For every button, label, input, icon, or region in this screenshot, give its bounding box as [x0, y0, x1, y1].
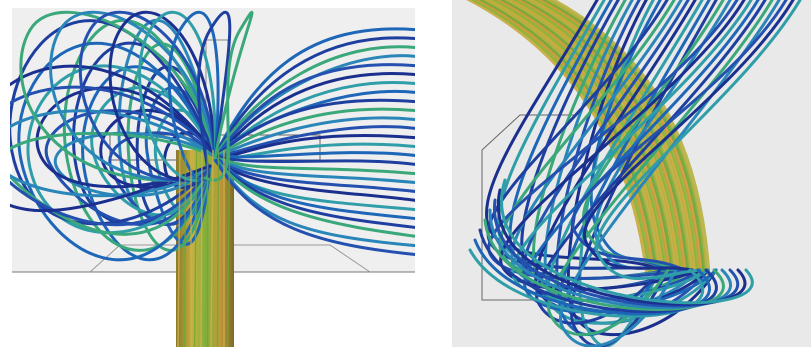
tube-fiber: [201, 150, 202, 347]
tube-fiber: [185, 150, 186, 347]
streamline-images: [0, 0, 811, 347]
right-panel: [452, 0, 811, 347]
left-panel: [0, 8, 420, 347]
page: (() => { const data = JSON.parse(documen…: [0, 0, 811, 347]
tube-fiber: [218, 150, 219, 347]
